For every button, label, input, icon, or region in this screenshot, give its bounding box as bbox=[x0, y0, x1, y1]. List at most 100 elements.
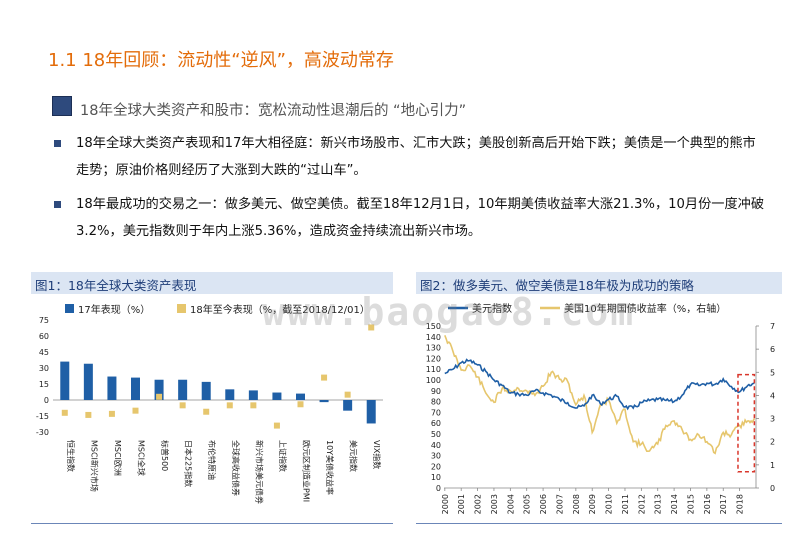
y-left-tick-label: 80 bbox=[431, 398, 441, 407]
chart-panel-assets: 图1：18年全球大类资产表现 17年表现（%） 18年至今表现（%，截至2018… bbox=[31, 272, 393, 524]
legend-label-usd: 美元指数 bbox=[472, 302, 512, 315]
bar-2017 bbox=[83, 363, 93, 400]
bar-2017 bbox=[107, 376, 117, 400]
y-left-tick-label: 150 bbox=[426, 322, 441, 331]
x-tick-label: 2007 bbox=[555, 494, 564, 514]
marker-2018 bbox=[132, 407, 139, 414]
x-tick-label: 10Y美债收益率 bbox=[325, 440, 335, 495]
y-tick-label: 15 bbox=[39, 380, 49, 389]
chart-caption-bar: 图2：做多美元、做空美债是18年极为成功的策略 bbox=[416, 272, 782, 294]
y-left-tick-label: 10 bbox=[431, 473, 441, 482]
y-left-tick-label: 20 bbox=[431, 462, 441, 471]
x-tick-label: 2003 bbox=[490, 494, 499, 514]
x-tick-label: 美元指数 bbox=[349, 440, 359, 472]
y-right-tick-label: 0 bbox=[770, 484, 775, 493]
bar-2017 bbox=[131, 377, 140, 400]
y-right-tick-label: 2 bbox=[770, 438, 775, 447]
legend-swatch-17 bbox=[65, 304, 74, 313]
x-tick-label: 2010 bbox=[605, 494, 614, 514]
page-title: 1.1 18年回顾：流动性“逆风”，高波动常存 bbox=[48, 50, 394, 71]
x-tick-label: 2002 bbox=[474, 494, 483, 514]
x-tick-label: 2001 bbox=[457, 494, 466, 514]
marker-2018 bbox=[108, 410, 115, 417]
marker-2018 bbox=[250, 402, 257, 409]
y-left-tick-label: 130 bbox=[426, 344, 441, 353]
x-tick-label: 2006 bbox=[539, 494, 548, 514]
x-tick-label: MSCI全球 bbox=[137, 440, 147, 476]
y-left-tick-label: 70 bbox=[431, 408, 441, 417]
x-tick-label: 2016 bbox=[703, 494, 712, 514]
legend-label-17: 17年表现（%） bbox=[78, 303, 150, 316]
x-tick-label: 布伦特原油 bbox=[207, 440, 217, 480]
bullet-square-icon bbox=[54, 140, 61, 147]
x-tick-label: 2014 bbox=[670, 494, 679, 514]
y-left-tick-label: 110 bbox=[426, 365, 441, 374]
chart-caption: 图2：做多美元、做空美债是18年极为成功的策略 bbox=[420, 278, 694, 293]
y-right-tick-label: 4 bbox=[770, 391, 775, 400]
bar-2017 bbox=[60, 361, 70, 400]
x-tick-label: 新兴市场美元债券 bbox=[254, 440, 264, 504]
y-tick-label: 0 bbox=[44, 396, 49, 405]
y-tick-label: 60 bbox=[39, 332, 49, 341]
bar-2017 bbox=[366, 400, 376, 424]
x-tick-label: MSCI欧洲 bbox=[113, 440, 123, 476]
y-right-tick-label: 1 bbox=[770, 461, 775, 470]
y-left-tick-label: 0 bbox=[436, 484, 441, 493]
x-tick-label: 恒生指数 bbox=[66, 440, 76, 472]
line-chart: 美元指数 美国10年期国债收益率（%，右轴） 01020304050607080… bbox=[426, 302, 775, 514]
x-tick-label: 欧元区制造业PMI bbox=[302, 440, 312, 502]
y-left-tick-label: 120 bbox=[426, 354, 441, 363]
bar-2017 bbox=[296, 393, 305, 400]
x-tick-label: 2008 bbox=[572, 494, 581, 514]
watermark-text: www.baogao8.com bbox=[262, 290, 636, 334]
marker-2018 bbox=[85, 411, 92, 418]
marker-2018 bbox=[203, 408, 210, 415]
y-left-tick-label: 140 bbox=[426, 333, 441, 342]
x-tick-label: 2005 bbox=[523, 494, 532, 514]
bar-2017 bbox=[154, 379, 164, 400]
legend-label-18: 18年至今表现（%，截至2018/12/01） bbox=[190, 303, 370, 316]
legend-label-yield: 美国10年期国债收益率（%，右轴） bbox=[564, 302, 726, 315]
y-tick-label: 45 bbox=[39, 348, 49, 357]
x-tick-label: MSCI新兴市场 bbox=[89, 440, 99, 492]
y-left-tick-label: 90 bbox=[431, 387, 441, 396]
x-tick-label: 全球高收益债券 bbox=[231, 440, 241, 496]
y-tick-label: -30 bbox=[36, 428, 49, 437]
series-line-10y-yield bbox=[444, 335, 756, 455]
x-tick-label: 标普500 bbox=[160, 440, 170, 471]
y-left-tick-label: 100 bbox=[426, 376, 441, 385]
marker-2018 bbox=[179, 402, 186, 409]
bar-2017 bbox=[248, 390, 258, 400]
bar-2017 bbox=[319, 400, 329, 403]
bar-2017 bbox=[225, 389, 235, 400]
section-marker-icon bbox=[52, 96, 72, 116]
marker-2018 bbox=[297, 401, 304, 408]
y-right-tick-label: 3 bbox=[770, 415, 775, 424]
chart-caption: 图1：18年全球大类资产表现 bbox=[35, 278, 197, 293]
series-line-usd-index bbox=[444, 358, 755, 411]
bullet-square-icon bbox=[54, 201, 61, 208]
y-tick-label: 30 bbox=[39, 364, 49, 373]
y-right-tick-label: 5 bbox=[770, 368, 775, 377]
x-tick-label: 2011 bbox=[621, 494, 630, 514]
chart-caption-bar: 图1：18年全球大类资产表现 bbox=[31, 272, 393, 294]
highlight-box-2018 bbox=[737, 373, 756, 473]
bullet-paragraph: 18年全球大类资产表现和17年大相径庭：新兴市场股市、汇市大跌；美股创新高后开始… bbox=[76, 136, 756, 178]
x-tick-label: 2009 bbox=[588, 494, 597, 514]
x-tick-label: 2015 bbox=[686, 494, 695, 514]
x-tick-label: 2017 bbox=[719, 494, 728, 514]
x-tick-label: 2000 bbox=[441, 494, 450, 514]
bar-2017 bbox=[201, 381, 211, 400]
y-left-tick-label: 40 bbox=[431, 441, 441, 450]
panel-divider bbox=[31, 523, 393, 524]
marker-2018 bbox=[368, 324, 375, 331]
bar-chart: 17年表现（%） 18年至今表现（%，截至2018/12/01） -30 -15 0… bbox=[36, 303, 383, 504]
section-subtitle: 18年全球大类资产和股市：宽松流动性退潮后的 “地心引力” bbox=[80, 103, 467, 119]
y-left-tick-label: 50 bbox=[431, 430, 441, 439]
marker-2018 bbox=[344, 391, 351, 398]
bar-2017 bbox=[343, 400, 353, 411]
panel-divider bbox=[416, 523, 782, 524]
marker-2018 bbox=[321, 374, 328, 381]
y-right-tick-label: 6 bbox=[770, 345, 775, 354]
x-tick-label: 2004 bbox=[506, 494, 515, 514]
